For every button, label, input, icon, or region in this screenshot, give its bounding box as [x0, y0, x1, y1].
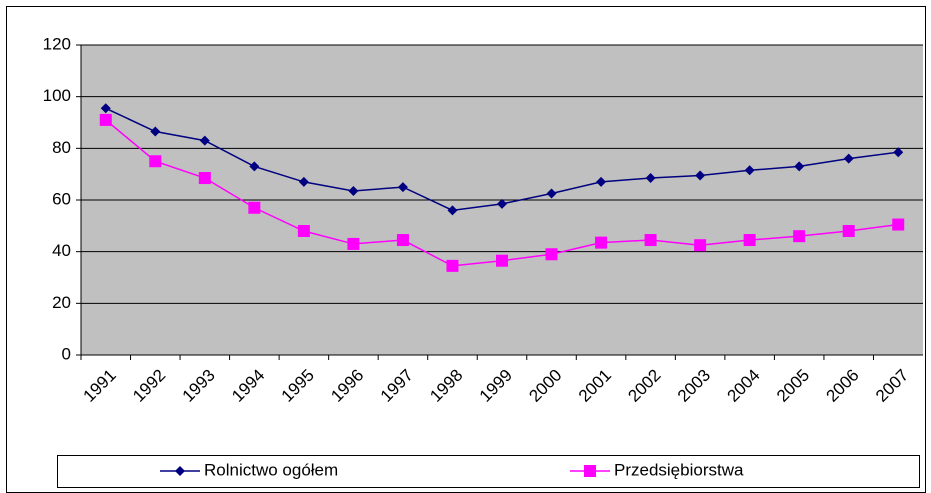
marker	[298, 176, 309, 187]
marker	[546, 188, 557, 199]
y-tick-label: 60	[52, 189, 71, 208]
marker	[744, 165, 755, 176]
marker	[843, 153, 854, 164]
marker	[297, 225, 310, 237]
marker	[645, 173, 656, 184]
marker	[694, 239, 707, 252]
marker	[497, 198, 507, 209]
marker	[396, 234, 409, 247]
marker	[397, 182, 408, 193]
marker	[584, 465, 596, 477]
marker	[695, 170, 706, 181]
y-tick-label: 20	[52, 293, 71, 312]
marker	[447, 205, 458, 216]
y-tick-label: 120	[43, 34, 71, 53]
marker	[794, 161, 805, 172]
marker	[892, 218, 905, 231]
marker	[149, 155, 162, 168]
marker	[743, 234, 756, 247]
marker	[348, 185, 359, 196]
y-tick-label: 0	[62, 344, 71, 363]
legend-label: Przedsiębiorstwa	[614, 460, 744, 479]
marker	[248, 201, 261, 214]
marker	[199, 135, 210, 146]
y-tick-label: 100	[43, 86, 71, 105]
marker	[99, 113, 112, 126]
marker	[496, 254, 508, 267]
marker	[198, 172, 211, 185]
marker	[446, 259, 459, 272]
marker	[175, 466, 185, 476]
marker	[596, 176, 607, 187]
marker	[100, 103, 111, 114]
marker	[793, 230, 806, 243]
marker	[150, 126, 161, 137]
legend-label: Rolnictwo ogółem	[204, 460, 338, 479]
marker	[893, 147, 904, 158]
marker	[644, 234, 657, 247]
marker	[249, 161, 260, 172]
y-tick-label: 40	[52, 241, 71, 260]
marker	[347, 237, 360, 250]
marker	[545, 248, 558, 261]
marker	[842, 225, 855, 237]
marker	[595, 236, 608, 249]
y-tick-label: 80	[52, 138, 71, 157]
legend	[57, 455, 920, 488]
